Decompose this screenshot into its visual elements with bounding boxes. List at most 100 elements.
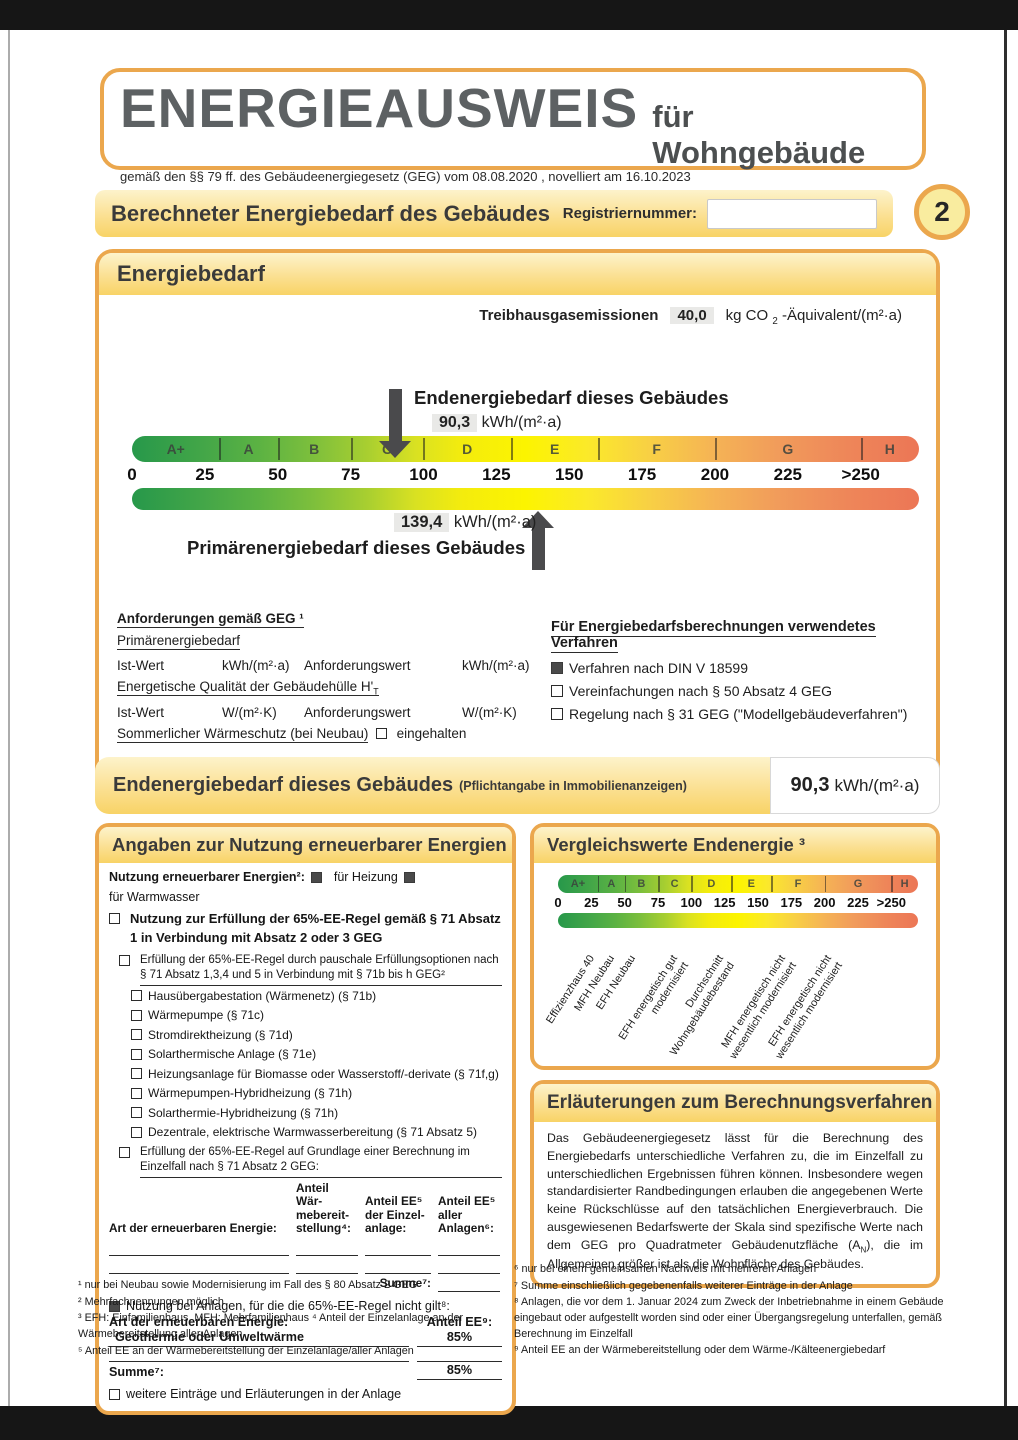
table-summe-cell (438, 1276, 500, 1292)
table-blank-cell (365, 1240, 431, 1256)
option-label: Heizungsanlage für Biomasse oder Wassers… (148, 1066, 499, 1081)
scale-tick-0: 0 (554, 895, 562, 910)
scale-divider (219, 438, 222, 460)
scale-class-A: A (607, 878, 616, 890)
end-energy-value: 90,3 (432, 414, 478, 432)
footnote: ⁸ Anlagen, die vor dem 1. Januar 2024 zu… (514, 1296, 944, 1340)
registration-number-field (707, 198, 877, 229)
option-label: Hausübergabestation (Wärmenetz) (§ 71b) (148, 988, 377, 1003)
scale-tick-100: 100 (680, 895, 703, 910)
rule65-row: Nutzung zur Erfüllung der 65%-EE-Regel g… (109, 910, 502, 948)
method-item: Verfahren nach DIN V 18599 (551, 660, 941, 676)
checkbox-icon (131, 1009, 142, 1021)
scan-border-right (1004, 30, 1007, 1406)
scale-divider (691, 876, 693, 892)
section-title-renewables: Angaben zur Nutzung erneuerbarer Energie… (99, 827, 512, 863)
scale-tick-150: 150 (747, 895, 769, 910)
table2-col-art: Art der erneuerbaren Energie: (109, 1315, 289, 1329)
registration-number-label: Registriernummer: (562, 205, 697, 222)
scale-divider (423, 438, 426, 460)
end-energy-value-line: 90,3 kWh/(m²·a) (432, 414, 729, 432)
table-col-ee-einzelanlage: Anteil EE⁵ der Einzel- anlage: (365, 1194, 425, 1236)
pauschale-option: Dezentrale, elektrische Warmwasserbereit… (131, 1125, 502, 1139)
table2-summe-value: 85% (417, 1362, 502, 1380)
table2-blank-cell (109, 1347, 409, 1362)
envelope-quality-label: Energetische Qualität der Gebäudehülle H… (117, 679, 379, 697)
document-subtitle: für Wohngebäude (652, 99, 866, 170)
table-col-waermebereitstellung: Anteil Wär- mebereit- stellung⁴: (296, 1180, 351, 1236)
primary-energy-value: 139,4 (394, 513, 450, 532)
checkbox-rule65 (109, 913, 120, 924)
checkbox-icon (551, 662, 563, 674)
method-item-label: Vereinfachungen nach § 50 Absatz 4 GEG (569, 683, 833, 699)
pauschale-option: Wärmepumpe (§ 71c) (131, 1008, 502, 1022)
energy-scale-tick-row: 0 25 50 75 100 125 150 175 200 225 >250 (127, 462, 919, 488)
scale-tick-150: 150 (555, 465, 584, 484)
rule65-label: Nutzung zur Erfüllung der 65%-EE-Regel g… (130, 911, 501, 945)
checkbox-not-applicable (109, 1300, 120, 1312)
einzelfall-title: Erfüllung der 65%-EE-Regel auf Grundlage… (140, 1145, 502, 1178)
page-number-badge: 2 (914, 184, 970, 240)
ghg-emissions-row: Treibhausgasemissionen 40,0 kg CO 2 -Äqu… (479, 307, 902, 327)
checkbox-icon (131, 1048, 142, 1060)
anforderungswert-unit: kWh/(m²·a) (462, 658, 530, 673)
footnotes-right: ⁶ nur bei einem gemeinsamen Nachweis mit… (514, 1262, 950, 1360)
option-label: Wärmepumpen-Hybridheizung (§ 71h) (148, 1086, 353, 1101)
primary-energy-value-line: 139,4 kWh/(m²·a) (394, 513, 536, 532)
energy-demand-section: Energiebedarf Treibhausgasemissionen 40,… (95, 249, 940, 802)
pauschale-heading: Erfüllung der 65%-EE-Regel durch pauscha… (119, 953, 502, 986)
scale-class-B: B (309, 441, 320, 457)
table2-blank-cell (417, 1347, 502, 1362)
scan-border-top (0, 0, 1018, 30)
scale-class-C: C (670, 878, 679, 890)
scale-tick-25: 25 (195, 465, 215, 484)
scale-class-G: G (782, 441, 794, 457)
scale-divider (824, 876, 827, 892)
primary-energy-title: Primärenergiebedarf dieses Gebäudes (187, 537, 526, 558)
scale-tick-225: 225 (773, 465, 803, 484)
scale-divider (624, 876, 627, 892)
scale-divider (597, 876, 600, 892)
scale-tick->250: >250 (841, 465, 880, 484)
table-col-art: Art der erneuerbaren Energie: (109, 1221, 277, 1236)
checkbox-weitere (109, 1388, 120, 1400)
table-blank-cell (365, 1258, 431, 1274)
comparison-scale-letter-bar: A+ A B C D E F G H (558, 875, 918, 893)
table-blank-cell (109, 1258, 289, 1274)
footnote: ³ EFH: Einfamilienhaus, MFH: Mehrfamilie… (78, 1312, 464, 1340)
usage-label: Nutzung erneuerbarer Energien²: (109, 870, 305, 884)
ist-wert-label: Ist-Wert (117, 704, 164, 720)
not-applicable-row: Nutzung bei Anlagen, für die die 65%-EE-… (109, 1299, 502, 1313)
checkbox-icon (131, 990, 142, 1002)
scale-class-D: D (462, 441, 473, 457)
eingehalten-label: eingehalten (396, 725, 467, 741)
pauschale-option: Heizungsanlage für Biomasse oder Wassers… (131, 1067, 502, 1081)
section-title-explanations: Erläuterungen zum Berechnungsverfahren (534, 1084, 936, 1122)
anforderungswert-label: Anforderungswert (304, 704, 411, 720)
scale-class-A+: A+ (570, 878, 586, 890)
checkbox-einzelfall (119, 1146, 130, 1158)
scale-divider (771, 876, 773, 892)
comparison-scale-color-bar (558, 913, 918, 928)
energy-scale-color-bar (132, 488, 919, 510)
geothermie-table: Art der erneuerbaren Energie: Anteil EE⁹… (109, 1315, 502, 1380)
table-blank-cell (296, 1258, 358, 1274)
table-col-ee-alle-anlagen: Anteil EE⁵ aller Anlagen⁶: (438, 1194, 496, 1236)
option-label: Dezentrale, elektrische Warmwasserbereit… (148, 1125, 478, 1140)
explanations-section: Erläuterungen zum Berechnungsverfahren D… (530, 1080, 940, 1288)
method-item: Regelung nach § 31 GEG ("Modellgebäudeve… (551, 706, 941, 722)
method-item: Vereinfachungen nach § 50 Absatz 4 GEG (551, 683, 941, 699)
scale-class-G: G (853, 878, 863, 890)
scale-divider (510, 438, 513, 460)
checkbox-icon (131, 1029, 142, 1041)
anforderungswert-unit: W/(m²·K) (462, 704, 517, 720)
footnote: ¹ nur bei Neubau sowie Modernisierung im… (78, 1279, 418, 1291)
page-title: Berechneter Energiebedarf des Gebäudes (111, 200, 550, 226)
method-items: Verfahren nach DIN V 18599 Vereinfachunge… (551, 660, 941, 722)
checkbox-heating (310, 871, 322, 883)
checkbox-icon (131, 1068, 142, 1080)
scale-tick-100: 100 (409, 465, 438, 484)
banner-value-box: 90,3 kWh/(m²·a) (770, 757, 940, 814)
scale-tick-200: 200 (813, 895, 836, 910)
scale-divider (598, 438, 601, 460)
